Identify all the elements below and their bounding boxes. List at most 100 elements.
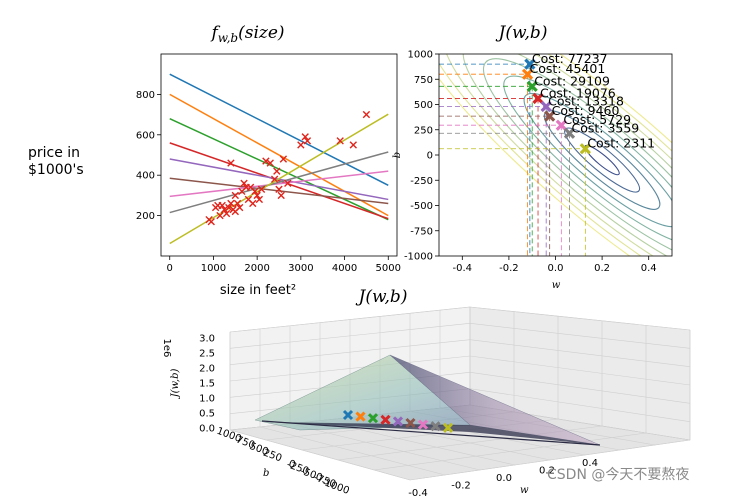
chart-1-title: fw,b(size) <box>209 23 284 45</box>
fit-line-6 <box>169 177 389 205</box>
data-point-stroke-b <box>216 211 224 220</box>
chart-2-contour-lines <box>439 54 672 256</box>
grid-floor-b <box>289 423 481 471</box>
data-point-stroke-b <box>277 191 285 200</box>
grid-right-h <box>469 372 691 404</box>
chart-3-xlabel: w <box>520 485 529 496</box>
data-point-stroke-b <box>249 199 257 208</box>
chart-1-xticks: 0 1000 2000 3000 4000 5000 <box>167 256 401 274</box>
data-point-21 <box>253 191 261 200</box>
path-marker-8 <box>563 127 576 139</box>
data-point-26 <box>270 175 279 183</box>
data-point-stroke-b <box>225 203 233 212</box>
data-point-stroke-b <box>242 183 250 192</box>
chart-2-ytick-label: 0 <box>427 151 433 162</box>
data-point-stroke-b <box>222 209 231 218</box>
data-point-24 <box>262 157 270 165</box>
data-point-stroke-b <box>297 141 305 149</box>
data-point-stroke-b <box>273 167 281 175</box>
data-point-stroke-b <box>336 137 344 145</box>
data-point-stroke-b <box>218 201 226 210</box>
surface-marker-3 <box>367 413 379 424</box>
data-point-35 <box>336 137 344 145</box>
data-point-stroke-b <box>233 199 242 208</box>
chart-1-xtick-label: 3000 <box>288 263 313 274</box>
chart-1-ytick-label: 400 <box>136 171 155 182</box>
cost-label-1: Cost: 77237 <box>532 51 608 66</box>
data-point-29 <box>277 191 285 200</box>
chart-3-wticks: -0.4 -0.2 0.0 0.2 0.4 <box>408 458 598 496</box>
data-point-8 <box>222 209 231 218</box>
chart-2-title: J(w,b) <box>496 23 548 43</box>
chart-1-xtick-label: 0 <box>167 263 173 274</box>
ylabel-line-1: price in <box>28 145 80 161</box>
contour-level-4 <box>523 92 672 228</box>
data-point-6 <box>218 201 226 210</box>
grid-right-h <box>469 355 691 386</box>
data-point-25 <box>266 159 274 167</box>
data-point-40 <box>231 207 239 216</box>
data-point-13 <box>233 199 242 208</box>
data-point-stroke-b <box>244 195 253 204</box>
chart-3-btick-label: 0 <box>287 458 297 471</box>
data-point-22 <box>255 195 264 204</box>
data-point-32 <box>297 141 305 149</box>
data-point-stroke-b <box>279 155 288 163</box>
chart-2-guide-lines <box>439 63 586 256</box>
contour-level-5 <box>503 75 672 245</box>
data-point-stroke-b <box>303 137 312 145</box>
chart-2-ytick-label: -250 <box>410 176 433 187</box>
contour-level-1 <box>584 144 620 176</box>
chart-1-xtick-label: 2000 <box>244 263 269 274</box>
grid-right-h <box>469 339 691 367</box>
data-point-stroke-b <box>262 157 270 165</box>
data-point-2 <box>207 217 215 226</box>
chart-2-ytick-label: 750 <box>414 75 433 86</box>
chart-2-ytick-label: -750 <box>410 226 433 237</box>
contour-level-9 <box>439 54 672 256</box>
data-point-stroke-b <box>270 175 279 183</box>
chart-3-ztick-label: 2.0 <box>199 364 215 375</box>
surface-marker-5 <box>392 416 404 427</box>
data-point-12 <box>231 191 239 200</box>
grid-floor-b <box>259 426 446 476</box>
path-marker-9 <box>579 143 591 155</box>
chart-1-xlabel: size in feet² <box>220 283 296 298</box>
data-point-28 <box>275 185 283 194</box>
chart-2-ylabel: b <box>392 152 403 158</box>
chart-3-wtick-label: 0.2 <box>539 466 555 477</box>
surface-valley <box>265 422 600 445</box>
data-point-stroke-b <box>253 191 261 200</box>
chart-3-zscale: 1e6 <box>161 339 172 358</box>
fit-line-1 <box>169 73 389 186</box>
data-point-stroke-b <box>240 179 248 187</box>
data-point-30 <box>279 155 288 163</box>
chart-3-wtick-label: -0.2 <box>451 481 471 492</box>
chart-3-ztick-label: 2.5 <box>199 349 215 360</box>
data-point-36 <box>349 141 357 149</box>
grid-floor-b <box>229 429 411 481</box>
contour-level-6 <box>482 58 672 256</box>
chart-3-ztick-label: 3.0 <box>199 334 215 345</box>
chart-1-ytick-label: 800 <box>136 90 155 101</box>
chart-1-frame <box>160 53 398 257</box>
chart-3-surface: J(w,b) 0.00.51.01.52.02.53.0 1e6 J(w,b) … <box>161 287 691 496</box>
chart-3-wtick-label: -0.4 <box>408 488 428 496</box>
data-point-38 <box>227 159 235 167</box>
chart-1-yticks: 200 400 600 800 <box>136 90 161 222</box>
chart-2-xtick-label: 0.4 <box>641 263 657 274</box>
data-point-19 <box>249 199 257 208</box>
chart-2-ytick-label: -500 <box>410 201 433 212</box>
left-ylabel: price in $1000's <box>28 145 84 178</box>
chart-3-ylabel: b <box>263 468 269 479</box>
chart-2-ytick-label: 1000 <box>408 50 433 61</box>
chart-1-xtick-label: 4000 <box>332 263 357 274</box>
data-point-stroke-b <box>255 195 264 204</box>
ylabel-line-2: $1000's <box>28 162 84 178</box>
data-point-31 <box>284 179 292 187</box>
data-point-stroke-b <box>207 217 215 226</box>
chart-2-xtick-label: 0.0 <box>548 263 564 274</box>
chart-1-regression: fw,b(size) 0 1000 2000 3000 4000 5000 200 400 6… <box>136 23 401 298</box>
